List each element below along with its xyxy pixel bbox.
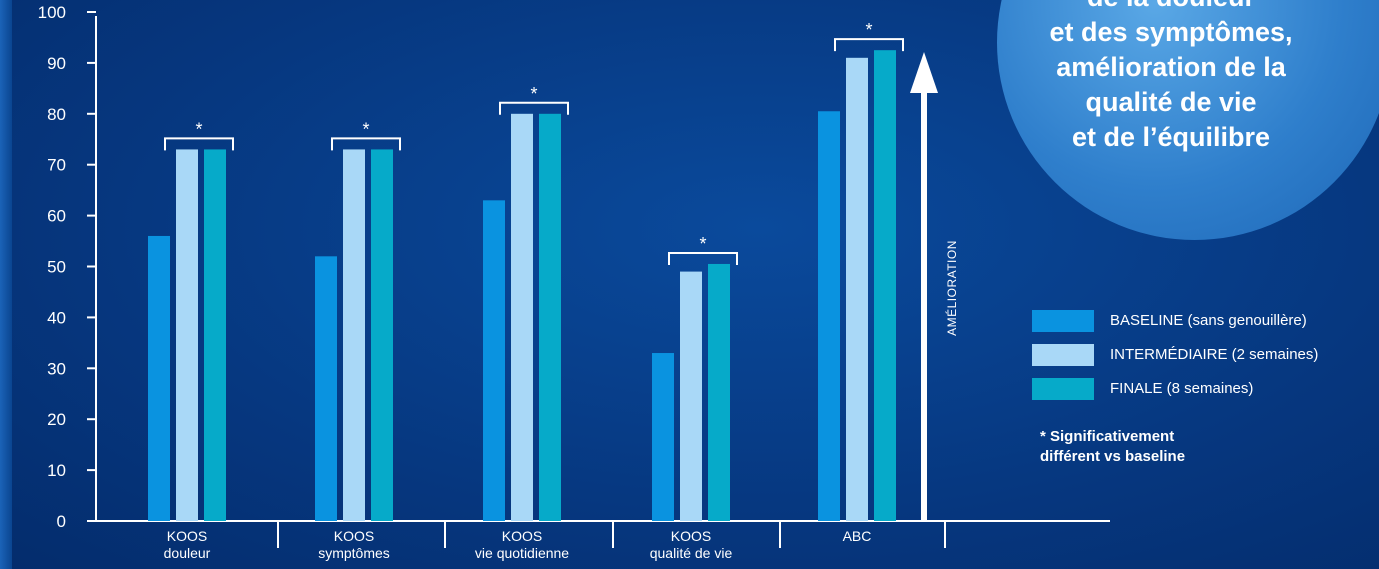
bar: [483, 200, 505, 521]
y-tick-label: 70: [47, 156, 66, 175]
bar: [511, 113, 533, 522]
bubble-line-4: qualité de vie: [1085, 87, 1257, 117]
bar: [680, 271, 702, 521]
bar: [343, 149, 365, 521]
legend-swatch-baseline: [1032, 310, 1094, 332]
legend-label-baseline: BASELINE (sans genouillère): [1110, 312, 1307, 329]
legend-swatch-finale: [1032, 378, 1094, 400]
significance-bracket: [164, 137, 234, 151]
bar: [204, 149, 226, 521]
y-tick-label: 80: [47, 105, 66, 124]
x-category-label: KOOS: [334, 528, 374, 544]
legend-label-intermediaire: INTERMÉDIAIRE (2 semaines): [1110, 346, 1319, 363]
bar: [148, 235, 170, 521]
bar: [371, 149, 393, 521]
bar: [874, 50, 896, 522]
bubble-line-3: amélioration de la: [1056, 52, 1286, 82]
y-tick-label: 30: [47, 359, 66, 378]
y-tick-label: 90: [47, 54, 66, 73]
significance-bracket: [668, 251, 738, 265]
bar: [846, 57, 868, 522]
left-edge-band: [0, 0, 12, 569]
improvement-arrow-head: [910, 52, 938, 93]
significance-star: *: [362, 119, 369, 139]
x-category-label: ABC: [843, 528, 872, 544]
bubble-line-2: et des symptômes,: [1049, 17, 1293, 47]
footnote-line-2: différent vs baseline: [1040, 448, 1186, 465]
legend-label-finale: FINALE (8 semaines): [1110, 380, 1254, 397]
significance-star: *: [699, 234, 706, 254]
y-tick-label: 40: [47, 308, 66, 327]
significance-bracket: [834, 38, 904, 52]
significance-star: *: [865, 20, 872, 40]
x-category-label: KOOS: [502, 528, 542, 544]
improvement-arrow-label: AMÉLIORATION: [944, 240, 959, 336]
bar: [652, 353, 674, 521]
significance-bracket: [499, 101, 569, 115]
significance-star: *: [195, 119, 202, 139]
y-tick-label: 60: [47, 207, 66, 226]
legend-swatch-intermediaire: [1032, 344, 1094, 366]
bar: [315, 256, 337, 521]
x-category-label: symptômes: [318, 545, 390, 561]
x-category-label: douleur: [164, 545, 211, 561]
bubble-line-5: et de l’équilibre: [1071, 122, 1271, 152]
y-tick-label: 10: [47, 461, 66, 480]
y-tick-label: 50: [47, 258, 66, 277]
significance-bracket: [331, 137, 401, 151]
x-category-label: qualité de vie: [650, 545, 733, 561]
summary-bubble-text: de la douleur et des symptômes, améliora…: [997, 0, 1345, 155]
footnote-line-1: * Significativement: [1040, 428, 1175, 445]
significance-star: *: [530, 84, 537, 104]
x-category-label: KOOS: [671, 528, 711, 544]
y-tick-label: 100: [38, 3, 66, 22]
bar: [539, 113, 561, 522]
x-category-label: vie quotidienne: [475, 545, 569, 561]
bar: [176, 149, 198, 521]
x-category-label: KOOS: [167, 528, 207, 544]
y-tick-label: 20: [47, 410, 66, 429]
footnote: * Significativement différent vs baselin…: [1040, 427, 1185, 467]
bubble-line-1: de la douleur: [997, 0, 1345, 15]
y-tick-label: 0: [57, 512, 66, 531]
bar: [818, 111, 840, 521]
bar: [708, 263, 730, 521]
